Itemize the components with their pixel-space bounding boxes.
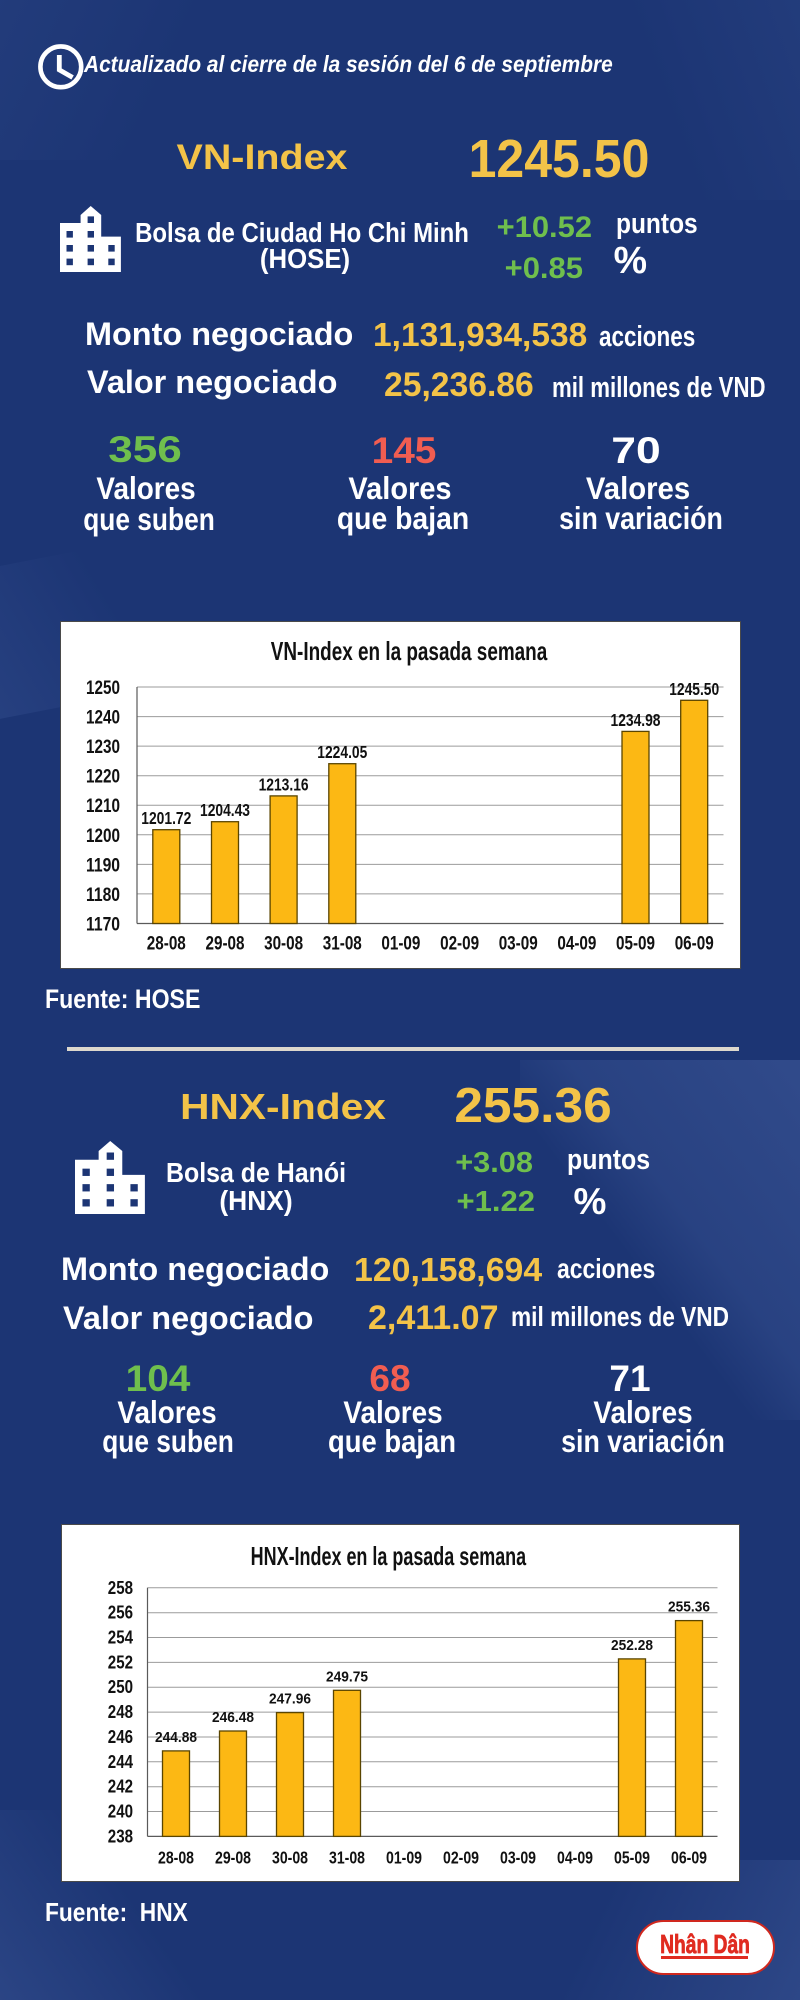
svg-text:06-09: 06-09 (675, 934, 714, 955)
svg-text:HNX-Index en la pasada semana: HNX-Index en la pasada semana (251, 1541, 527, 1571)
svg-text:1180: 1180 (86, 884, 120, 906)
svg-text:1224.05: 1224.05 (317, 742, 367, 762)
svg-text:249.75: 249.75 (326, 1669, 368, 1685)
svg-text:01-09: 01-09 (386, 1847, 422, 1867)
svg-text:255.36: 255.36 (668, 1600, 710, 1616)
svg-text:03-09: 03-09 (499, 934, 538, 955)
svg-text:30-08: 30-08 (264, 934, 303, 955)
svg-text:05-09: 05-09 (616, 934, 655, 955)
svg-text:04-09: 04-09 (557, 1847, 593, 1867)
svg-text:1245.50: 1245.50 (669, 679, 719, 699)
svg-text:248: 248 (108, 1701, 133, 1722)
svg-text:252: 252 (108, 1651, 133, 1672)
svg-text:1220: 1220 (86, 766, 120, 788)
svg-text:252.28: 252.28 (611, 1638, 653, 1654)
svg-text:258: 258 (108, 1577, 133, 1598)
svg-text:28-08: 28-08 (147, 934, 186, 955)
svg-text:VN-Index en la pasada semana: VN-Index en la pasada semana (271, 636, 548, 666)
svg-text:242: 242 (108, 1776, 133, 1797)
svg-text:244: 244 (108, 1751, 134, 1772)
svg-text:05-09: 05-09 (614, 1847, 650, 1867)
svg-text:03-09: 03-09 (500, 1847, 536, 1867)
svg-text:240: 240 (108, 1801, 133, 1822)
svg-text:01-09: 01-09 (381, 934, 420, 955)
svg-text:1190: 1190 (86, 854, 120, 876)
svg-text:1200: 1200 (86, 825, 120, 847)
svg-text:256: 256 (108, 1602, 133, 1623)
svg-text:1201.72: 1201.72 (141, 808, 191, 828)
svg-text:31-08: 31-08 (329, 1847, 365, 1867)
svg-text:06-09: 06-09 (671, 1847, 707, 1867)
svg-text:29-08: 29-08 (215, 1847, 251, 1867)
svg-text:1204.43: 1204.43 (200, 800, 250, 820)
svg-text:02-09: 02-09 (440, 934, 479, 955)
svg-text:1210: 1210 (86, 795, 120, 817)
svg-text:1230: 1230 (86, 736, 120, 758)
svg-text:1234.98: 1234.98 (611, 710, 661, 730)
svg-text:04-09: 04-09 (557, 934, 596, 955)
svg-text:1213.16: 1213.16 (259, 774, 309, 794)
svg-text:1250: 1250 (86, 677, 120, 699)
svg-text:1240: 1240 (86, 707, 120, 729)
svg-text:31-08: 31-08 (323, 934, 362, 955)
svg-text:250: 250 (108, 1676, 133, 1697)
svg-text:244.88: 244.88 (155, 1730, 197, 1746)
svg-text:28-08: 28-08 (158, 1847, 194, 1867)
svg-text:29-08: 29-08 (206, 934, 245, 955)
svg-text:246.48: 246.48 (212, 1710, 254, 1726)
svg-text:02-09: 02-09 (443, 1847, 479, 1867)
svg-text:247.96: 247.96 (269, 1692, 311, 1708)
svg-text:254: 254 (108, 1627, 134, 1648)
svg-text:30-08: 30-08 (272, 1847, 308, 1867)
svg-text:1170: 1170 (86, 914, 120, 936)
svg-text:238: 238 (108, 1825, 133, 1846)
svg-text:246: 246 (108, 1726, 133, 1747)
